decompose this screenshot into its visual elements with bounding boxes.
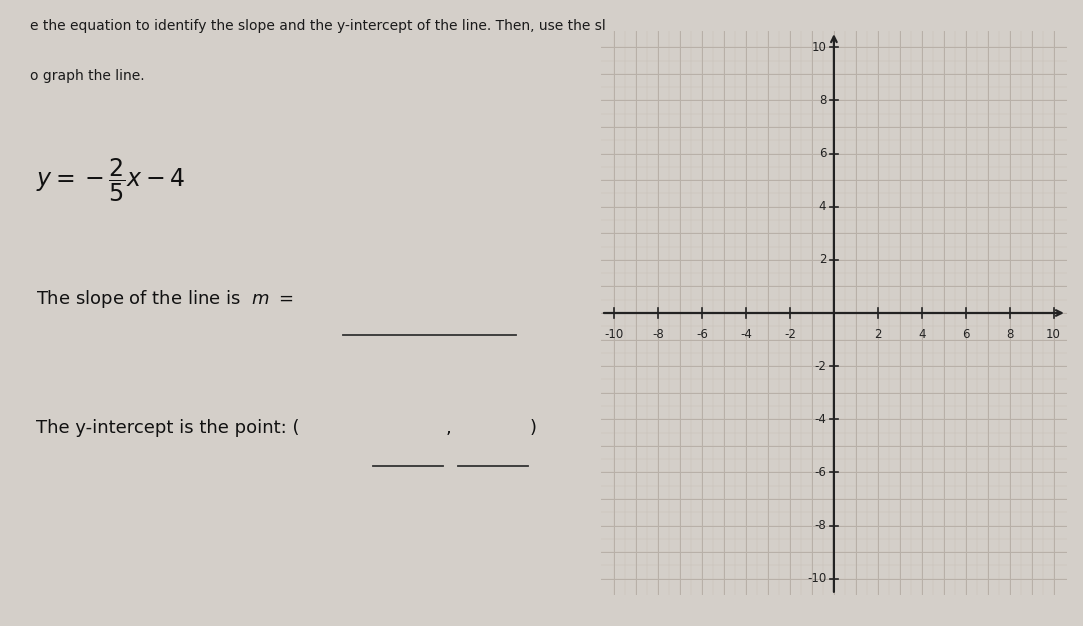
Text: 4: 4	[819, 200, 826, 213]
Text: The slope of the line is $\ m\ =$: The slope of the line is $\ m\ =$	[37, 288, 293, 310]
Text: -6: -6	[814, 466, 826, 479]
Text: ): )	[530, 419, 536, 438]
Text: 8: 8	[819, 94, 826, 107]
Text: 2: 2	[874, 327, 882, 341]
Text: 6: 6	[819, 147, 826, 160]
Text: -10: -10	[604, 327, 624, 341]
Text: o graph the line.: o graph the line.	[30, 69, 145, 83]
Text: $y = -\dfrac{2}{5}x - 4$: $y = -\dfrac{2}{5}x - 4$	[37, 156, 185, 204]
Text: -10: -10	[807, 572, 826, 585]
Text: 2: 2	[819, 254, 826, 266]
Text: -4: -4	[740, 327, 752, 341]
Text: -4: -4	[814, 413, 826, 426]
Text: -6: -6	[696, 327, 708, 341]
Text: 10: 10	[1046, 327, 1061, 341]
Text: 4: 4	[918, 327, 926, 341]
Text: ,: ,	[446, 419, 452, 438]
Text: The y-intercept is the point: (: The y-intercept is the point: (	[37, 419, 300, 438]
Text: -2: -2	[784, 327, 796, 341]
Text: 6: 6	[962, 327, 969, 341]
Text: -8: -8	[814, 519, 826, 532]
Text: 8: 8	[1006, 327, 1014, 341]
Text: 10: 10	[811, 41, 826, 54]
Text: -8: -8	[652, 327, 664, 341]
Text: -2: -2	[814, 360, 826, 372]
Text: e the equation to identify the slope and the y-intercept of the line. Then, use : e the equation to identify the slope and…	[30, 19, 743, 33]
